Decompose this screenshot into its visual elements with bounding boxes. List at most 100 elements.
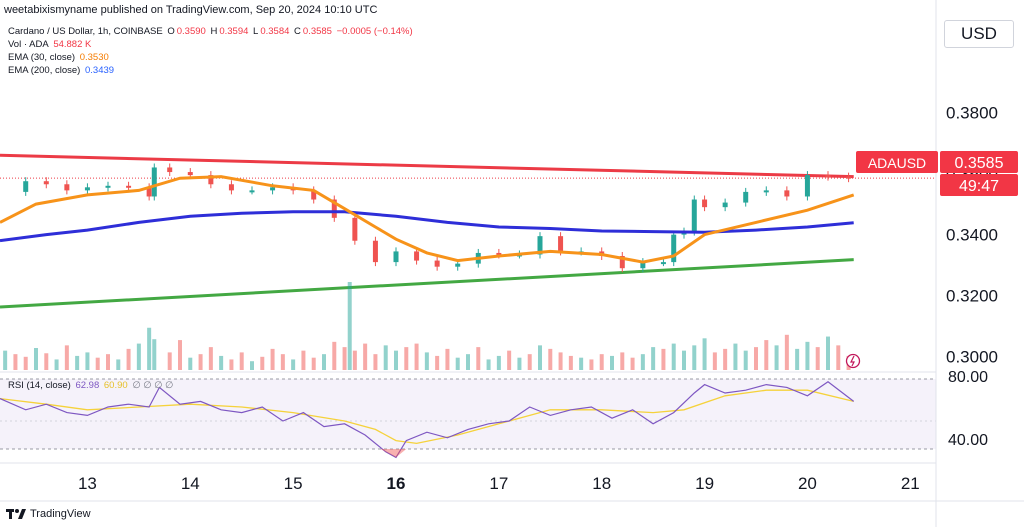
volume-bar — [167, 352, 172, 370]
volume-bar — [95, 357, 100, 370]
volume-bar — [651, 347, 656, 370]
volume-bar — [239, 352, 244, 370]
candle-body — [352, 217, 358, 241]
volume-bar — [599, 354, 604, 370]
ema30-label: EMA (30, close) — [8, 52, 76, 63]
volume-bar — [589, 359, 594, 370]
volume-bar — [733, 343, 738, 370]
low-label: L — [253, 26, 259, 37]
tradingview-branding: TradingView — [6, 508, 91, 520]
time-tick-label: 18 — [592, 474, 611, 493]
resistance-trendline — [0, 153, 854, 179]
volume-bar — [270, 348, 275, 370]
time-tick-label: 20 — [798, 474, 817, 493]
rsi-value: 62.98 — [75, 380, 100, 391]
price-tag-price: 0.3585 — [955, 155, 1004, 172]
volume-bar — [342, 347, 347, 370]
volume-bar — [34, 348, 38, 370]
high-label: H — [210, 26, 218, 37]
candle-body — [846, 176, 852, 179]
candle-body — [722, 202, 728, 208]
volume-bar — [620, 352, 625, 370]
rsi-legend[interactable]: RSI (14, close) 62.98 60.90 ∅ ∅ ∅ ∅ — [8, 380, 175, 391]
ema30-legend[interactable]: EMA (30, close) 0.3530 — [8, 52, 111, 63]
volume-bar — [147, 327, 152, 370]
volume-bar — [106, 354, 110, 370]
price-tag-box — [856, 151, 938, 173]
volume-bar — [394, 350, 398, 370]
candle-body — [331, 199, 337, 218]
candle-body — [23, 181, 29, 192]
time-tick-label: 13 — [78, 474, 97, 493]
rsi-tick-label: 40.00 — [948, 432, 988, 449]
price-tick-label: 0.3800 — [946, 104, 998, 123]
candle-body — [496, 252, 502, 255]
volume-bar — [126, 348, 131, 370]
price-tick-label: 0.3000 — [946, 348, 998, 367]
support-trendline — [0, 258, 854, 309]
candle-body — [619, 256, 625, 269]
close-label: C — [294, 26, 301, 37]
volume-bar — [671, 343, 676, 370]
candle-body — [372, 240, 378, 263]
hidden-values-icons: ∅ ∅ ∅ ∅ — [132, 380, 174, 391]
volume-bar — [352, 350, 357, 370]
volume-bar — [250, 361, 254, 370]
candle-body — [187, 172, 193, 176]
ema200-legend[interactable]: EMA (200, close) 0.3439 — [8, 65, 116, 76]
alert-icon[interactable] — [845, 353, 861, 369]
change-value: −0.0005 (−0.14%) — [336, 26, 413, 37]
ema30-line — [0, 175, 855, 264]
volume-bar — [44, 353, 49, 370]
open-label: O — [167, 26, 175, 37]
volume-bar — [280, 354, 285, 370]
volume-bar — [723, 348, 728, 370]
volume-bar — [291, 359, 296, 370]
rsi-oversold-fill — [380, 449, 407, 458]
volume-bar — [764, 340, 769, 370]
volume-legend[interactable]: Vol · ADA 54.882 K — [8, 39, 93, 50]
volume-bar — [805, 341, 810, 370]
currency-button[interactable]: USD — [944, 20, 1014, 48]
candle-body — [64, 184, 70, 191]
ema200-label: EMA (200, close) — [8, 65, 81, 76]
close-value: 0.3585 — [302, 26, 332, 37]
price-tick-label: 0.3200 — [946, 287, 998, 306]
volume-bar — [64, 345, 69, 370]
volume-bar — [476, 347, 481, 370]
volume-bar — [558, 352, 563, 370]
publisher-line: weetabixismyname published on TradingVie… — [4, 4, 378, 16]
candle-body — [763, 190, 769, 193]
candle-body — [414, 251, 420, 261]
volume-bar — [198, 354, 203, 370]
volume-bar — [712, 352, 717, 370]
symbol-legend[interactable]: Cardano / US Dollar, 1h, COINBASE O 0.359… — [8, 26, 415, 37]
time-tick-label: 21 — [901, 474, 920, 493]
volume-bar — [363, 343, 368, 370]
low-value: 0.3584 — [260, 26, 290, 37]
volume-bar — [54, 359, 59, 370]
volume-bar — [23, 356, 28, 370]
volume-bar — [517, 357, 522, 370]
volume-bar — [455, 357, 460, 370]
candle-body — [537, 236, 543, 255]
candle-body — [84, 187, 90, 191]
branding-text: TradingView — [30, 508, 91, 520]
candle-body — [393, 251, 399, 263]
candle-body — [640, 262, 646, 269]
volume-bar — [795, 348, 800, 370]
rsi-label: RSI (14, close) — [8, 380, 71, 391]
candle-body — [804, 175, 810, 197]
candle-body — [825, 175, 831, 178]
volume-label: Vol · ADA — [8, 39, 49, 50]
candle-body — [105, 185, 111, 188]
candle-body — [208, 175, 214, 185]
tradingview-logo-icon — [6, 509, 26, 519]
volume-bar — [743, 350, 748, 370]
volume-bar — [404, 347, 409, 370]
volume-bar — [347, 282, 352, 370]
volume-bar — [219, 355, 224, 370]
volume-bar — [661, 348, 666, 370]
